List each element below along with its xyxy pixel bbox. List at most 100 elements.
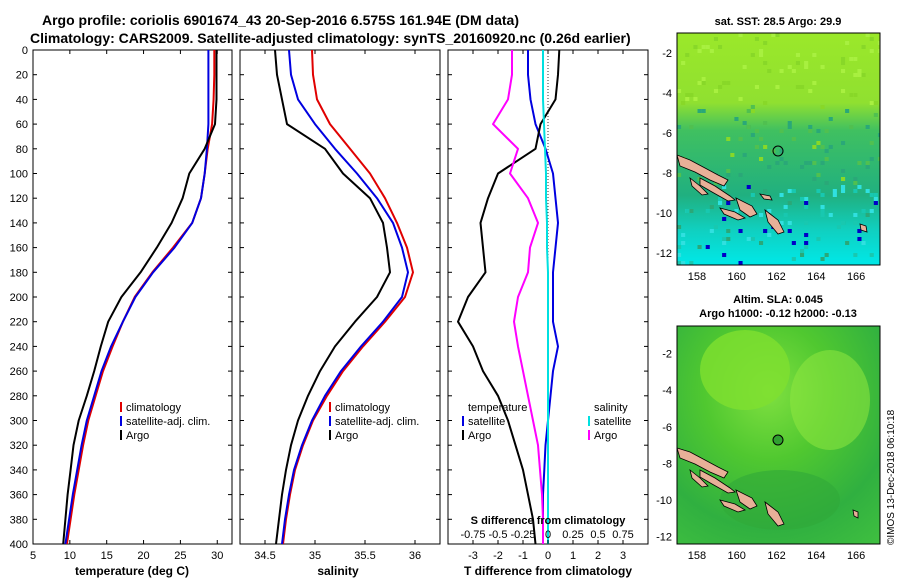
- sst-pixel: [697, 177, 702, 181]
- sst-pixel: [877, 49, 880, 53]
- x-tick-label: 15: [101, 550, 113, 562]
- sst-pixel: [804, 61, 809, 65]
- depth-tick-label: 280: [10, 391, 28, 403]
- sst-pixel: [677, 125, 682, 129]
- map-x-tick-label: 160: [728, 550, 746, 562]
- sst-pixel: [705, 45, 710, 49]
- argo-location-marker: [772, 434, 784, 446]
- sst-pixel: [865, 33, 870, 37]
- x-tick-label: 1: [570, 550, 576, 562]
- depth-tick-label: 20: [16, 70, 28, 82]
- sst-pixel: [677, 261, 682, 265]
- sst-pixel: [869, 101, 874, 105]
- legend-satellite-adj: satellite-adj. clim.: [335, 416, 419, 428]
- sst-pixel: [853, 57, 858, 61]
- sst-pixel: [820, 193, 825, 197]
- imos-stamp: ©IMOS 13-Dec-2018 06:10:18: [886, 409, 897, 545]
- sst-pixel: [775, 161, 780, 165]
- sst-pixel: [869, 49, 874, 53]
- sst-pixel: [713, 225, 718, 229]
- title-line-1: Argo profile: coriolis 6901674_43 20-Sep…: [42, 12, 519, 28]
- sst-pixel: [791, 189, 796, 193]
- depth-tick-label: 320: [10, 440, 28, 452]
- sst-pixel: [681, 61, 686, 65]
- series-line-salinity-satellite: [542, 50, 549, 544]
- sst-pixel: [697, 109, 702, 113]
- sst-pixel: [820, 257, 825, 261]
- depth-tick-label: 260: [10, 366, 28, 378]
- sst-pixel: [857, 73, 862, 77]
- sst-pixel: [824, 253, 829, 257]
- depth-tick-label: 160: [10, 243, 28, 255]
- sst-pixel: [824, 181, 829, 185]
- sst-pixel: [705, 245, 710, 249]
- sst-pixel: [685, 53, 690, 57]
- sst-pixel: [779, 149, 784, 153]
- x-tick-label: -3: [468, 550, 478, 562]
- map-y-tick-label: -6: [662, 128, 672, 140]
- x-tick-label: 35: [309, 550, 321, 562]
- sst-pixel: [726, 81, 731, 85]
- depth-tick-label: 80: [16, 144, 28, 156]
- depth-tick-label: 120: [10, 193, 28, 205]
- sst-pixel: [677, 89, 682, 93]
- sst-pixel: [865, 125, 870, 129]
- salinity-difference-tick-label: 0: [545, 529, 551, 541]
- sst-pixel: [779, 129, 784, 133]
- sst-pixel: [722, 185, 727, 189]
- argo-location-marker: [772, 145, 784, 157]
- x-tick-label: 34.5: [254, 550, 275, 562]
- sst-pixel: [726, 169, 731, 173]
- sst-pixel: [750, 105, 755, 109]
- sst-pixel: [677, 225, 682, 229]
- sst-pixel: [808, 161, 813, 165]
- sst-pixel: [857, 185, 862, 189]
- sst-pixel: [767, 233, 772, 237]
- sst-pixel: [791, 69, 796, 73]
- sst-pixel: [677, 173, 682, 177]
- map-x-tick-label: 164: [807, 550, 825, 562]
- sst-pixel: [853, 221, 858, 225]
- sst-pixel: [873, 201, 878, 205]
- sst-pixel: [800, 253, 805, 257]
- sst-pixel: [869, 253, 874, 257]
- sst-pixel: [800, 249, 805, 253]
- sst-pixel: [869, 37, 874, 41]
- sst-pixel: [763, 61, 768, 65]
- depth-tick-label: 140: [10, 218, 28, 230]
- legend-temperature-satellite: satellite: [468, 416, 505, 428]
- sst-pixel: [873, 193, 878, 197]
- sst-pixel: [681, 241, 686, 245]
- sst-pixel: [709, 49, 714, 53]
- sst-pixel: [812, 81, 817, 85]
- sst-pixel: [853, 73, 858, 77]
- sst-pixel: [722, 217, 727, 221]
- depth-tick-label: 220: [10, 317, 28, 329]
- sst-pixel: [820, 105, 825, 109]
- sst-pixel: [689, 125, 694, 129]
- sst-pixel: [713, 181, 718, 185]
- series-line-argo: [274, 50, 391, 544]
- sst-pixel: [759, 49, 764, 53]
- sst-pixel: [804, 201, 809, 205]
- legend-climatology: climatology: [126, 402, 182, 414]
- sst-pixel: [787, 121, 792, 125]
- sst-pixel: [746, 125, 751, 129]
- depth-tick-label: 380: [10, 514, 28, 526]
- sst-pixel: [722, 253, 727, 257]
- sst-pixel: [742, 153, 747, 157]
- sst-pixel: [800, 165, 805, 169]
- sst-pixel: [718, 201, 723, 205]
- sst-pixel: [820, 213, 825, 217]
- sst-pixel: [857, 161, 862, 165]
- sst-pixel: [701, 45, 706, 49]
- sst-pixel: [841, 221, 846, 225]
- map-y-tick-label: -4: [662, 88, 672, 100]
- sla-map: [677, 326, 880, 544]
- sst-pixel: [759, 53, 764, 57]
- sst-pixel: [713, 89, 718, 93]
- sst-pixel: [812, 161, 817, 165]
- sst-pixel: [861, 73, 866, 77]
- sst-pixel: [738, 97, 743, 101]
